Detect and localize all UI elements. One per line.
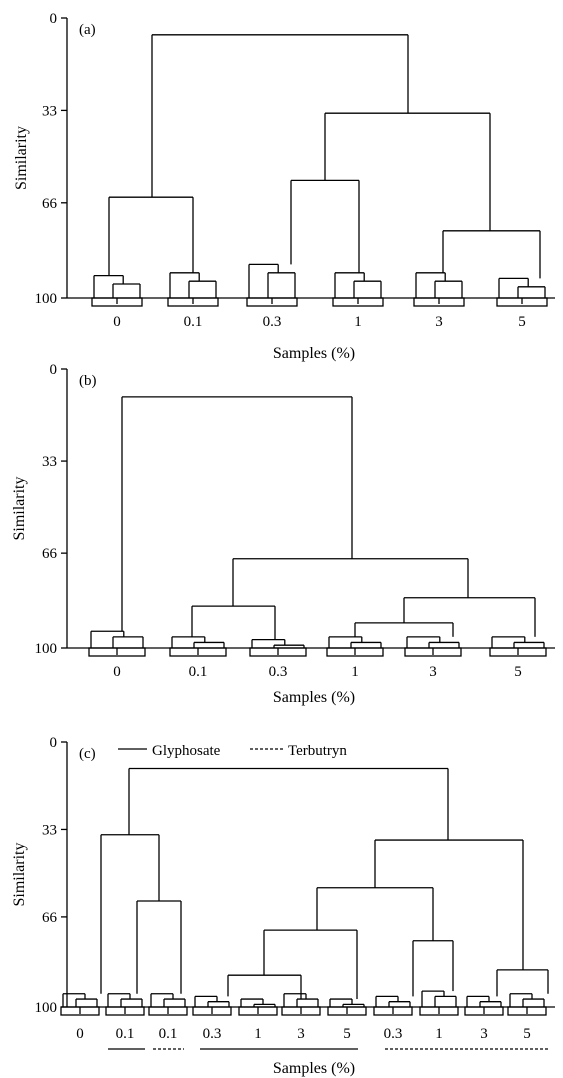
- category-label: 3: [435, 314, 443, 330]
- leaf-cluster-6-base: [327, 1006, 367, 1016]
- category-label: 1: [435, 1026, 443, 1042]
- category-label: 5: [518, 314, 526, 330]
- leaf-cluster-8-base: [419, 1006, 459, 1016]
- category-label: 0.1: [184, 314, 203, 330]
- category-label: 0.1: [159, 1026, 178, 1042]
- y-tick-label: 0: [50, 362, 58, 378]
- category-label: 5: [343, 1026, 351, 1042]
- x-axis-label: Samples (%): [273, 689, 355, 706]
- leaf-cluster-4-base: [404, 647, 462, 657]
- leaf-cluster-1-base: [105, 1006, 145, 1016]
- leaf-cluster-4-base: [238, 1006, 278, 1016]
- leaf-cluster-1-base: [167, 297, 219, 307]
- x-axis-label: Samples (%): [273, 345, 355, 362]
- y-tick-label: 33: [42, 454, 57, 470]
- leaf-cluster-4-base: [413, 297, 465, 307]
- category-label: 0.1: [189, 664, 208, 680]
- y-tick-label: 100: [35, 641, 58, 657]
- leaf-cluster-7-base: [373, 1006, 413, 1016]
- panel-label: (a): [79, 22, 96, 38]
- category-label: 3: [480, 1026, 488, 1042]
- leaf-cluster-3-base: [192, 1006, 232, 1016]
- category-label: 0: [76, 1026, 84, 1042]
- leaf-cluster-10-base: [507, 1006, 547, 1016]
- y-tick-label: 66: [42, 546, 58, 562]
- leaf-cluster-5-base: [489, 647, 547, 657]
- panel-label: (b): [79, 373, 97, 389]
- legend-label-glyphosate: Glyphosate: [152, 743, 221, 759]
- category-label: 0.1: [116, 1026, 135, 1042]
- category-label: 5: [523, 1026, 531, 1042]
- leaf-cluster-5-base: [496, 297, 548, 307]
- leaf-cluster-3-base: [326, 647, 384, 657]
- category-label: 1: [254, 1026, 262, 1042]
- category-label: 5: [514, 664, 522, 680]
- category-label: 1: [354, 314, 362, 330]
- category-label: 0.3: [384, 1026, 403, 1042]
- y-tick-label: 33: [42, 822, 57, 838]
- category-label: 3: [429, 664, 437, 680]
- leaf-cluster-0-base: [88, 647, 146, 657]
- leaf-cluster-9-base: [464, 1006, 504, 1016]
- y-axis-label: Similarity: [11, 477, 28, 541]
- y-tick-label: 66: [42, 910, 58, 926]
- y-tick-label: 66: [42, 196, 58, 212]
- leaf-cluster-2-base: [148, 1006, 188, 1016]
- leaf-cluster-2-base: [249, 647, 307, 657]
- leaf-cluster-0-base: [60, 1006, 100, 1016]
- y-tick-label: 100: [35, 1000, 58, 1016]
- leaf-cluster-2-base: [246, 297, 298, 307]
- leaf-cluster-3-base: [332, 297, 384, 307]
- category-label: 0.3: [263, 314, 282, 330]
- y-tick-label: 0: [50, 735, 58, 751]
- category-label: 0.3: [269, 664, 288, 680]
- leaf-cluster-0-base: [91, 297, 143, 307]
- category-label: 3: [297, 1026, 305, 1042]
- category-label: 1: [351, 664, 359, 680]
- y-tick-label: 0: [50, 11, 58, 27]
- y-axis-label: Similarity: [11, 843, 28, 907]
- y-axis-label: Similarity: [13, 126, 30, 190]
- y-tick-label: 100: [35, 291, 58, 307]
- y-tick-label: 33: [42, 103, 57, 119]
- category-label: 0.3: [203, 1026, 222, 1042]
- panel-label: (c): [79, 746, 96, 762]
- leaf-cluster-1-base: [169, 647, 227, 657]
- category-label: 0: [113, 314, 121, 330]
- x-axis-label: Samples (%): [273, 1060, 355, 1077]
- category-label: 0: [113, 664, 121, 680]
- leaf-cluster-5-base: [281, 1006, 321, 1016]
- legend-label-terbutryn: Terbutryn: [288, 743, 347, 759]
